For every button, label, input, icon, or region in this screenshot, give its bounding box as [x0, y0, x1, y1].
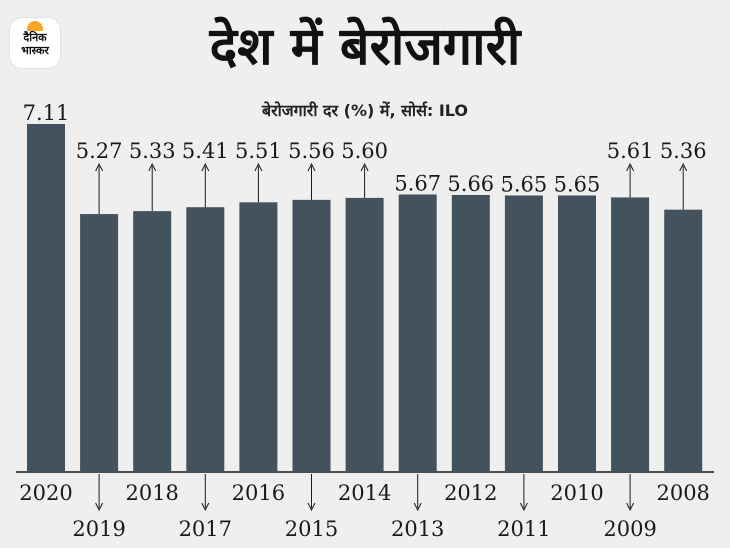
value-label: 5.33: [129, 139, 176, 163]
x-tick-label: 2017: [179, 517, 232, 541]
x-tick-label: 2011: [497, 517, 550, 541]
arrow-down-icon: [519, 502, 528, 512]
bar: [558, 195, 596, 473]
x-tick-label: 2019: [72, 517, 125, 541]
value-label: 5.66: [447, 172, 494, 196]
x-tick-label: 2018: [125, 481, 178, 505]
x-tick-label: 2015: [285, 517, 338, 541]
x-tick-label: 2014: [338, 481, 391, 505]
value-label: 5.36: [660, 139, 707, 163]
bar: [504, 195, 543, 473]
x-tick-label: 2010: [550, 481, 603, 505]
arrow-down-icon: [626, 502, 635, 512]
bar: [186, 207, 225, 472]
value-label: 5.27: [76, 139, 123, 163]
arrow-up-icon: [95, 162, 104, 172]
value-label: 5.56: [288, 139, 335, 163]
brand-logo: दैनिक भास्कर: [10, 18, 60, 68]
x-tick-label: 2020: [19, 481, 72, 505]
arrow-down-icon: [95, 502, 104, 512]
value-label: 7.11: [23, 101, 70, 125]
bar: [451, 194, 490, 472]
bar: [345, 197, 384, 472]
x-tick-label: 2008: [656, 481, 709, 505]
x-tick-label: 2009: [603, 517, 656, 541]
x-tick-label: 2016: [232, 481, 285, 505]
value-label: 5.60: [341, 139, 388, 163]
logo-line-1: दैनिक: [23, 31, 47, 44]
x-tick-label: 2012: [444, 481, 497, 505]
value-label: 5.51: [235, 139, 282, 163]
arrow-up-icon: [148, 162, 157, 172]
arrow-up-icon: [254, 162, 263, 172]
bar: [292, 199, 331, 472]
value-label: 5.41: [182, 139, 229, 163]
value-label: 5.61: [607, 139, 654, 163]
arrow-up-icon: [201, 162, 210, 172]
value-label: 5.65: [501, 172, 548, 196]
arrow-up-icon: [360, 162, 369, 172]
value-label: 5.67: [394, 171, 441, 195]
chart-subtitle: बेरोजगारी दर (%) में, सोर्स: ILO: [261, 101, 469, 120]
bar: [133, 211, 172, 472]
arrow-up-icon: [626, 162, 635, 172]
arrow-down-icon: [201, 502, 210, 512]
bar: [664, 209, 703, 473]
arrow-down-icon: [307, 502, 316, 512]
sun-icon: [27, 21, 43, 31]
arrow-down-icon: [413, 502, 422, 512]
bar: [80, 214, 119, 472]
value-label: 5.65: [554, 172, 601, 196]
x-tick-label: 2013: [391, 517, 444, 541]
bar: [27, 124, 65, 472]
arrow-up-icon: [679, 162, 688, 172]
bar: [239, 202, 278, 472]
bar: [398, 194, 437, 472]
logo-line-2: भास्कर: [21, 44, 49, 57]
page-title: देश में बेरोजगारी: [209, 17, 521, 77]
bar: [611, 197, 650, 472]
arrow-up-icon: [307, 162, 316, 172]
